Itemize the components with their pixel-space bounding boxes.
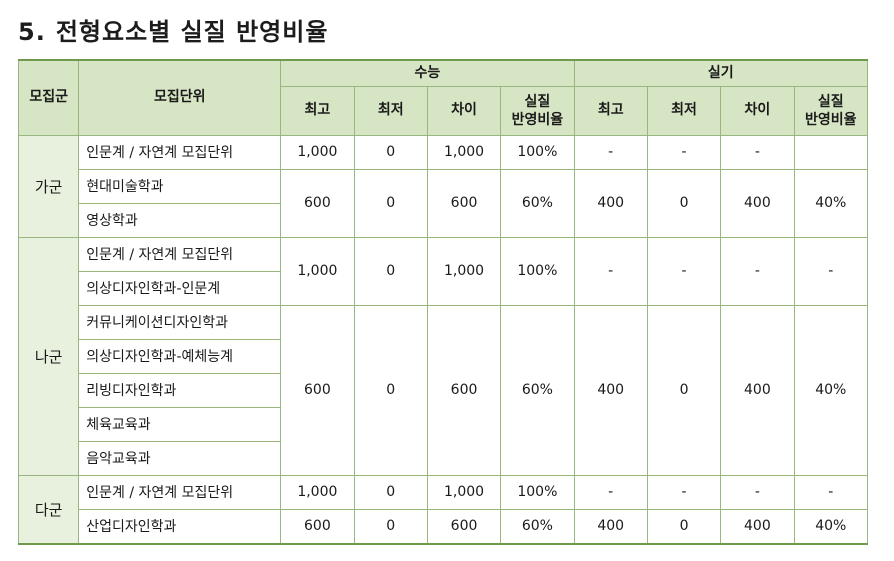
table-row: 의상디자인학과-인문계	[19, 270, 868, 306]
value-cell: 1,000	[280, 474, 355, 510]
header-suneung-diff: 차이	[426, 85, 502, 136]
table-row: 음악교육과	[19, 440, 868, 476]
unit-cell: 리빙디자인학과	[78, 372, 282, 408]
value-cell: -	[646, 474, 722, 510]
value-cell: -	[573, 134, 648, 170]
value-cell: 1,000	[426, 474, 502, 510]
value-cell	[793, 134, 869, 170]
value-cell: 40%	[793, 168, 869, 238]
header-group: 모집군	[17, 59, 80, 136]
unit-cell: 현대미술학과	[78, 168, 282, 204]
value-cell: -	[720, 134, 795, 170]
section-number: 5.	[18, 18, 46, 46]
table-row: 다군 인문계 / 자연계 모집단위 1,000 0 1,000 100% - -…	[17, 474, 869, 544]
value-cell: -	[793, 236, 869, 306]
value-cell: 60%	[500, 508, 575, 544]
table-row: 체육교육과	[19, 406, 868, 442]
header-silgi: 실기	[573, 59, 869, 87]
unit-cell: 인문계 / 자연계 모집단위	[78, 474, 282, 510]
value-cell: 0	[353, 168, 428, 238]
table-row: 가군 인문계 / 자연계 모집단위 1,000 0 1,000 100% - -…	[17, 134, 869, 238]
value-cell: 1,000	[280, 236, 355, 306]
ratio-table: 모집군 모집단위 수능 실기 최고 최저 차이 실질 반영비율 최고 최저 차이…	[17, 59, 869, 545]
header-suneung: 수능	[280, 59, 575, 87]
ratio-label-line2: 반영비율	[805, 111, 857, 128]
unit-cell: 인문계 / 자연계 모집단위	[78, 134, 282, 170]
unit-cell: 인문계 / 자연계 모집단위	[78, 236, 282, 272]
value-cell: 100%	[500, 134, 575, 170]
value-cell: 0	[353, 304, 428, 476]
value-cell: 0	[646, 304, 722, 476]
value-cell: 60%	[500, 304, 575, 476]
unit-cell: 의상디자인학과-인문계	[78, 270, 282, 306]
value-cell: 600	[280, 304, 355, 476]
table-row: 리빙디자인학과	[19, 372, 868, 408]
value-cell: 0	[353, 474, 428, 510]
unit-cell: 영상학과	[78, 202, 282, 238]
value-cell: 0	[646, 508, 722, 544]
value-cell: 400	[573, 508, 648, 544]
value-cell: 400	[573, 304, 648, 476]
section-title: 전형요소별 실질 반영비율	[55, 18, 329, 46]
table-row: 나군 인문계 / 자연계 모집단위 1,000 0 1,000 100% - -…	[17, 236, 869, 476]
header-silgi-max: 최고	[573, 85, 648, 136]
ratio-label-line2: 반영비율	[511, 111, 564, 128]
value-cell: 600	[426, 168, 502, 238]
ratio-label-line1: 실질	[524, 93, 551, 110]
value-cell: 0	[353, 134, 428, 170]
group-cell-da: 다군	[17, 474, 80, 544]
unit-cell: 음악교육과	[78, 440, 282, 476]
value-cell: 40%	[793, 508, 869, 544]
value-cell: 600	[426, 304, 502, 476]
table-row: 현대미술학과 600 0 600 60% 400 0 400 40%	[19, 168, 869, 238]
page-title: 5. 전형요소별 실질 반영비율	[18, 12, 328, 47]
table-row: 커뮤니케이션디자인학과 600 0 600 60% 400 0 400 40%	[19, 304, 869, 476]
value-cell: 1,000	[426, 236, 502, 306]
value-cell: 60%	[500, 168, 575, 238]
value-cell: -	[646, 134, 722, 170]
value-cell: 400	[720, 508, 795, 544]
value-cell: -	[573, 474, 648, 510]
value-cell: 600	[426, 508, 502, 544]
unit-cell: 커뮤니케이션디자인학과	[78, 304, 282, 340]
value-cell: 1,000	[426, 134, 502, 170]
value-cell: 600	[280, 168, 355, 238]
unit-cell: 의상디자인학과-예체능계	[78, 338, 282, 374]
value-cell: 0	[353, 508, 428, 544]
group-cell-ga: 가군	[17, 134, 80, 238]
value-cell: -	[646, 236, 722, 306]
group-cell-na: 나군	[17, 236, 80, 476]
header-silgi-min: 최저	[646, 85, 722, 136]
table-row: 산업디자인학과 600 0 600 60% 400 0 400 40%	[19, 508, 869, 544]
value-cell: 100%	[500, 474, 575, 510]
value-cell: 0	[646, 168, 722, 238]
unit-cell: 체육교육과	[78, 406, 282, 442]
header-silgi-ratio: 실질 반영비율	[793, 85, 869, 136]
value-cell: -	[573, 236, 648, 306]
ratio-label-line1: 실질	[817, 93, 844, 110]
value-cell: 1,000	[280, 134, 355, 170]
value-cell: 100%	[500, 236, 575, 306]
header-suneung-ratio: 실질 반영비율	[500, 85, 575, 136]
unit-cell: 산업디자인학과	[78, 508, 282, 544]
value-cell: -	[720, 474, 795, 510]
table-row: 영상학과	[19, 202, 868, 238]
value-cell: 0	[353, 236, 428, 306]
header-silgi-diff: 차이	[720, 85, 795, 136]
value-cell: 600	[280, 508, 355, 544]
header-suneung-max: 최고	[280, 85, 355, 136]
value-cell: 400	[573, 168, 648, 238]
header-suneung-min: 최저	[353, 85, 428, 136]
value-cell: 400	[720, 168, 795, 238]
value-cell: -	[793, 474, 869, 510]
value-cell: -	[720, 236, 795, 306]
header-unit: 모집단위	[78, 59, 282, 136]
value-cell: 400	[720, 304, 795, 476]
value-cell: 40%	[793, 304, 869, 476]
